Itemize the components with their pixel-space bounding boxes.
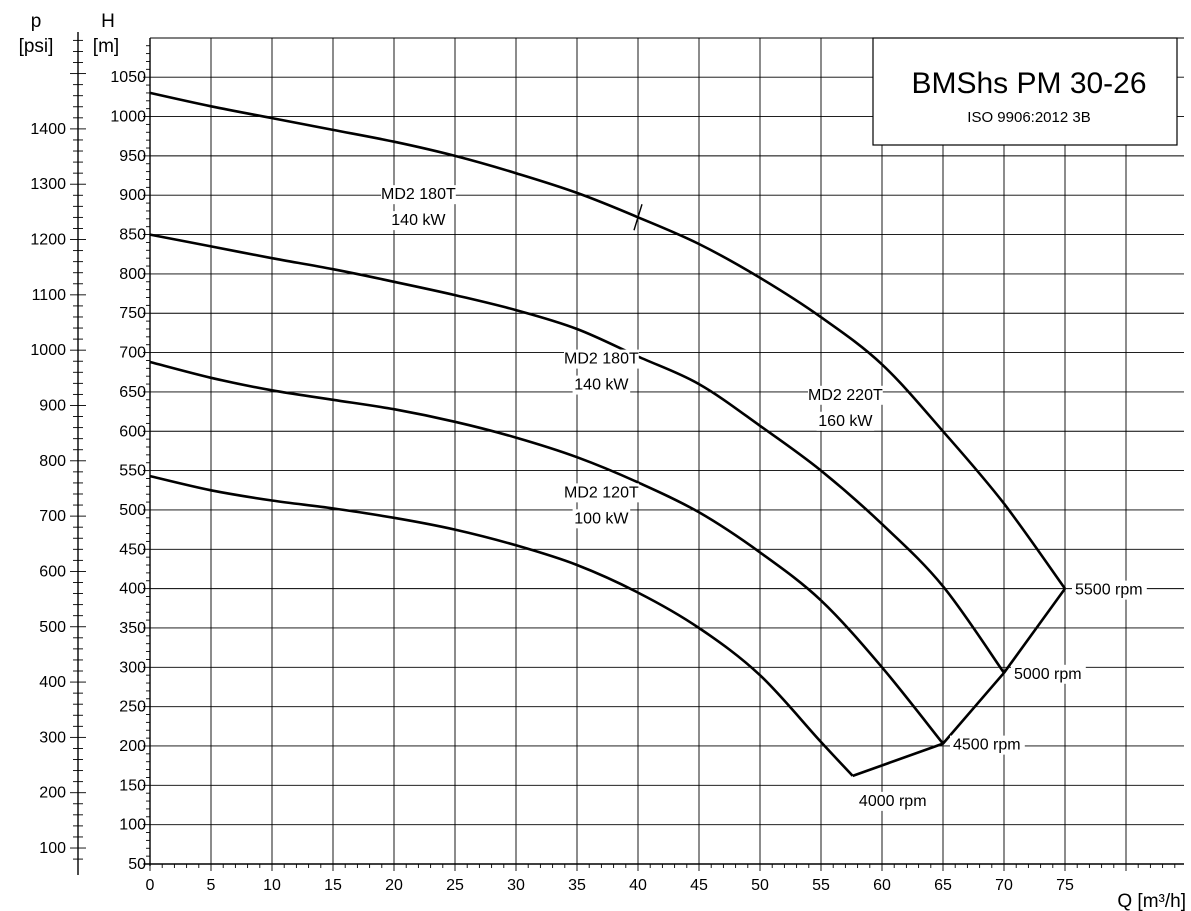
annotation-bg xyxy=(572,375,631,395)
annotation-label: 140 kW xyxy=(391,212,446,229)
head-tick-label: 250 xyxy=(119,699,146,716)
rpm-label: 5500 rpm xyxy=(1075,582,1143,599)
x-tick-label: 60 xyxy=(873,877,891,894)
annotation-label: MD2 220T xyxy=(808,387,883,404)
head-tick-label: 900 xyxy=(119,187,146,204)
axes xyxy=(77,32,1184,875)
annotation-bg xyxy=(381,185,456,205)
psi-tick-label: 1200 xyxy=(30,232,66,249)
psi-tick-label: 900 xyxy=(39,397,66,414)
rpm-label-bg xyxy=(950,735,1025,755)
x-tick-label: 35 xyxy=(568,877,586,894)
psi-tick-label: 1400 xyxy=(30,121,66,138)
annotation-label: 140 kW xyxy=(574,377,629,394)
x-tick-label: 30 xyxy=(507,877,525,894)
rpm-label: 4500 rpm xyxy=(953,737,1021,754)
head-tick-label: 1000 xyxy=(110,109,146,126)
annotation-bg xyxy=(816,411,875,431)
head-tick-label: 350 xyxy=(119,620,146,637)
psi-tick-label: 200 xyxy=(39,785,66,802)
head-tick-label: 650 xyxy=(119,384,146,401)
rpm-label-bg xyxy=(1011,664,1086,684)
psi-tick-label: 400 xyxy=(39,674,66,691)
psi-tick-label: 800 xyxy=(39,453,66,470)
head-tick-label: 700 xyxy=(119,345,146,362)
x-tick-label: 0 xyxy=(146,877,155,894)
psi-tick-label: 100 xyxy=(39,840,66,857)
head-tick-label: 550 xyxy=(119,463,146,480)
head-tick-label: 100 xyxy=(119,817,146,834)
chart-subtitle: ISO 9906:2012 3B xyxy=(967,109,1090,126)
head-tick-label: 450 xyxy=(119,541,146,558)
annotation-label: 100 kW xyxy=(574,510,629,527)
rated-line xyxy=(852,587,1067,778)
head-tick-label: 200 xyxy=(119,738,146,755)
psi-axis-unit: [psi] xyxy=(19,36,54,57)
x-tick-label: 15 xyxy=(324,877,342,894)
head-tick-label: 600 xyxy=(119,423,146,440)
x-tick-label: 70 xyxy=(995,877,1013,894)
head-axis-unit: [m] xyxy=(93,36,119,57)
head-tick-label: 150 xyxy=(119,777,146,794)
rpm-label: 5000 rpm xyxy=(1014,666,1082,683)
annotation-label: MD2 180T xyxy=(564,351,639,368)
annotation-bg xyxy=(389,211,448,231)
annotation-bg xyxy=(808,385,883,405)
curve-5000-rpm xyxy=(149,233,1006,674)
head-tick-label: 750 xyxy=(119,305,146,322)
annotation-label: 160 kW xyxy=(818,413,873,430)
x-tick-label: 75 xyxy=(1056,877,1074,894)
annotation-bg xyxy=(564,349,639,369)
annotation-bg xyxy=(564,483,639,503)
head-axis-title: H xyxy=(101,11,115,32)
psi-tick-label: 1000 xyxy=(30,342,66,359)
title-box xyxy=(872,37,1178,146)
x-tick-label: 25 xyxy=(446,877,464,894)
curves xyxy=(149,91,1067,778)
psi-tick-label: 500 xyxy=(39,619,66,636)
chart-title: BMShs PM 30-26 xyxy=(911,67,1146,100)
head-tick-label: 800 xyxy=(119,266,146,283)
head-tick-label: 1050 xyxy=(110,69,146,86)
x-tick-label: 5 xyxy=(207,877,216,894)
psi-tick-label: 700 xyxy=(39,508,66,525)
head-tick-label: 950 xyxy=(119,148,146,165)
x-axis-title: Q [m³/h] xyxy=(1117,891,1186,911)
x-tick-label: 50 xyxy=(751,877,769,894)
annotation-bg xyxy=(572,509,631,529)
psi-tick-label: 600 xyxy=(39,563,66,580)
rpm-label-bg xyxy=(855,791,931,811)
head-tick-label: 300 xyxy=(119,659,146,676)
curve-4000-rpm xyxy=(149,474,854,777)
head-tick-label: 500 xyxy=(119,502,146,519)
x-tick-label: 40 xyxy=(629,877,647,894)
annotation-label: MD2 180T xyxy=(381,186,456,203)
motor-change-mark xyxy=(633,204,643,231)
head-tick-label: 850 xyxy=(119,227,146,244)
rpm-label-bg xyxy=(1072,580,1147,600)
tick-labels: 0 5 10 15 20 25 30 35 40 45 50 55 60 65 70 75 50 100 150 20… xyxy=(30,69,1074,894)
psi-tick-label: 1300 xyxy=(30,176,66,193)
x-tick-label: 65 xyxy=(934,877,952,894)
x-tick-label: 45 xyxy=(690,877,708,894)
annotations: MD2 180T 140 kW MD2 180T 140 kW MD2 220T 160 … xyxy=(381,185,1147,811)
annotation-label: MD2 120T xyxy=(564,484,639,501)
x-tick-label: 20 xyxy=(385,877,403,894)
head-tick-label: 50 xyxy=(128,856,146,873)
head-tick-label: 400 xyxy=(119,581,146,598)
rpm-label: 4000 rpm xyxy=(859,793,927,810)
psi-axis-title: p xyxy=(31,11,42,32)
psi-tick-label: 300 xyxy=(39,729,66,746)
curve-4500-rpm xyxy=(149,360,945,745)
psi-tick-label: 1100 xyxy=(32,287,67,304)
x-tick-label: 10 xyxy=(263,877,281,894)
x-tick-label: 55 xyxy=(812,877,830,894)
